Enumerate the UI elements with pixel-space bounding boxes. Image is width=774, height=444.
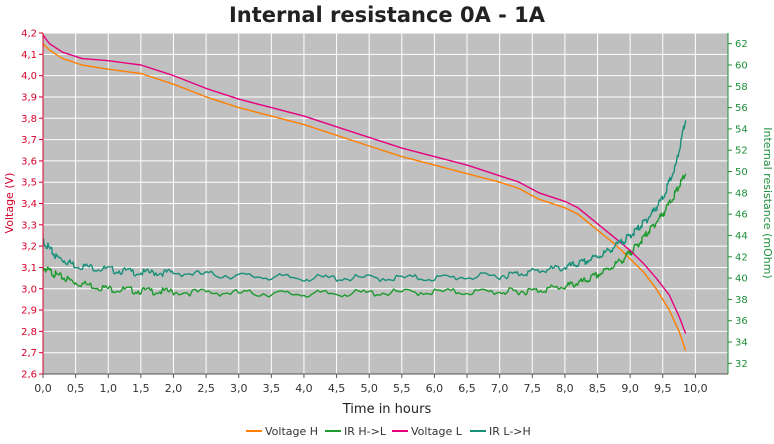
tick-label-right: 42 bbox=[735, 252, 748, 263]
tick-label-left: 2,6 bbox=[21, 370, 37, 381]
series-lines bbox=[42, 34, 687, 351]
tick-label-right: 54 bbox=[735, 124, 748, 135]
tick-label-x: 8,5 bbox=[589, 382, 607, 395]
tick-label-right: 48 bbox=[735, 188, 748, 199]
tick-label-left: 2,8 bbox=[21, 327, 37, 338]
series-line-0 bbox=[42, 43, 687, 351]
tick-label-left: 3,0 bbox=[21, 284, 37, 295]
tick-label-right: 60 bbox=[735, 60, 748, 71]
tick-label-right: 58 bbox=[735, 82, 748, 93]
tick-label-x: 0,5 bbox=[67, 382, 85, 395]
tick-label-left: 3,7 bbox=[21, 135, 37, 146]
legend-label: Voltage L bbox=[411, 425, 463, 438]
x-axis-label: Time in hours bbox=[342, 402, 432, 417]
tick-label-left: 3,8 bbox=[21, 114, 37, 125]
tick-label-x: 1,5 bbox=[132, 382, 150, 395]
tick-label-right: 38 bbox=[735, 295, 748, 306]
tick-label-x: 6,5 bbox=[458, 382, 476, 395]
legend-label: Voltage H bbox=[265, 425, 318, 438]
tick-label-right: 32 bbox=[735, 359, 748, 370]
legend-label: IR L->H bbox=[489, 425, 531, 438]
chart-title: Internal resistance 0A - 1A bbox=[229, 3, 546, 27]
tick-label-x: 3,0 bbox=[230, 382, 248, 395]
tick-label-right: 34 bbox=[735, 338, 748, 349]
tick-label-left: 4,2 bbox=[21, 29, 37, 40]
y-axis-right-label: Internal resistance (mOhm) bbox=[761, 127, 774, 278]
tick-label-x: 5,0 bbox=[360, 382, 378, 395]
y-axis-left-ticks: 2,6 2,7 2,8 2,9 3,0 3,1 3,2 3,3 3,4 3,5 3,6 3,7 3,8 3… bbox=[21, 29, 43, 381]
tick-label-right: 36 bbox=[735, 316, 748, 327]
tick-label-left: 4,1 bbox=[21, 50, 37, 61]
tick-label-left: 3,6 bbox=[21, 156, 37, 167]
series-line-1 bbox=[42, 173, 687, 298]
series-line-2 bbox=[42, 34, 687, 334]
tick-label-left: 3,3 bbox=[21, 220, 37, 231]
tick-label-x: 10,0 bbox=[683, 382, 708, 395]
tick-label-right: 40 bbox=[735, 274, 748, 285]
tick-label-x: 3,5 bbox=[263, 382, 281, 395]
tick-label-right: 50 bbox=[735, 167, 748, 178]
tick-label-x: 7,5 bbox=[524, 382, 542, 395]
tick-label-left: 4,0 bbox=[21, 71, 37, 82]
x-axis-ticks: 0,0 0,5 1,0 1,5 2,0 2,5 3,0 3,5 4,0 4,5 5,0 5,5 6,0 6… bbox=[34, 374, 708, 395]
tick-label-x: 4,0 bbox=[295, 382, 313, 395]
tick-label-right: 44 bbox=[735, 231, 748, 242]
tick-label-left: 3,4 bbox=[21, 199, 37, 210]
legend: Voltage H IR H->L Voltage L IR L->H bbox=[246, 425, 531, 438]
tick-label-x: 0,0 bbox=[34, 382, 52, 395]
tick-label-x: 5,5 bbox=[393, 382, 411, 395]
tick-label-left: 3,9 bbox=[21, 92, 37, 103]
tick-label-x: 2,0 bbox=[165, 382, 183, 395]
tick-label-left: 2,9 bbox=[21, 306, 37, 317]
tick-label-x: 6,0 bbox=[426, 382, 444, 395]
y-axis-left-label: Voltage (V) bbox=[3, 173, 16, 234]
tick-label-right: 52 bbox=[735, 146, 748, 157]
y-axis-right-ticks: 32 34 36 38 40 42 44 46 48 50 52 54 56 58 60 62 bbox=[728, 39, 748, 370]
tick-label-left: 3,2 bbox=[21, 242, 37, 253]
tick-label-x: 4,5 bbox=[328, 382, 346, 395]
tick-label-left: 2,7 bbox=[21, 348, 37, 359]
tick-label-x: 2,5 bbox=[197, 382, 215, 395]
legend-label: IR H->L bbox=[344, 425, 387, 438]
tick-label-x: 8,0 bbox=[556, 382, 574, 395]
tick-label-x: 9,5 bbox=[654, 382, 672, 395]
tick-label-right: 46 bbox=[735, 210, 748, 221]
tick-label-right: 56 bbox=[735, 103, 748, 114]
tick-label-right: 62 bbox=[735, 39, 748, 50]
series-line-3 bbox=[42, 120, 687, 283]
tick-label-x: 9,0 bbox=[621, 382, 639, 395]
tick-label-x: 7,0 bbox=[491, 382, 509, 395]
tick-label-x: 1,0 bbox=[99, 382, 117, 395]
tick-label-left: 3,1 bbox=[21, 263, 37, 274]
tick-label-left: 3,5 bbox=[21, 178, 37, 189]
